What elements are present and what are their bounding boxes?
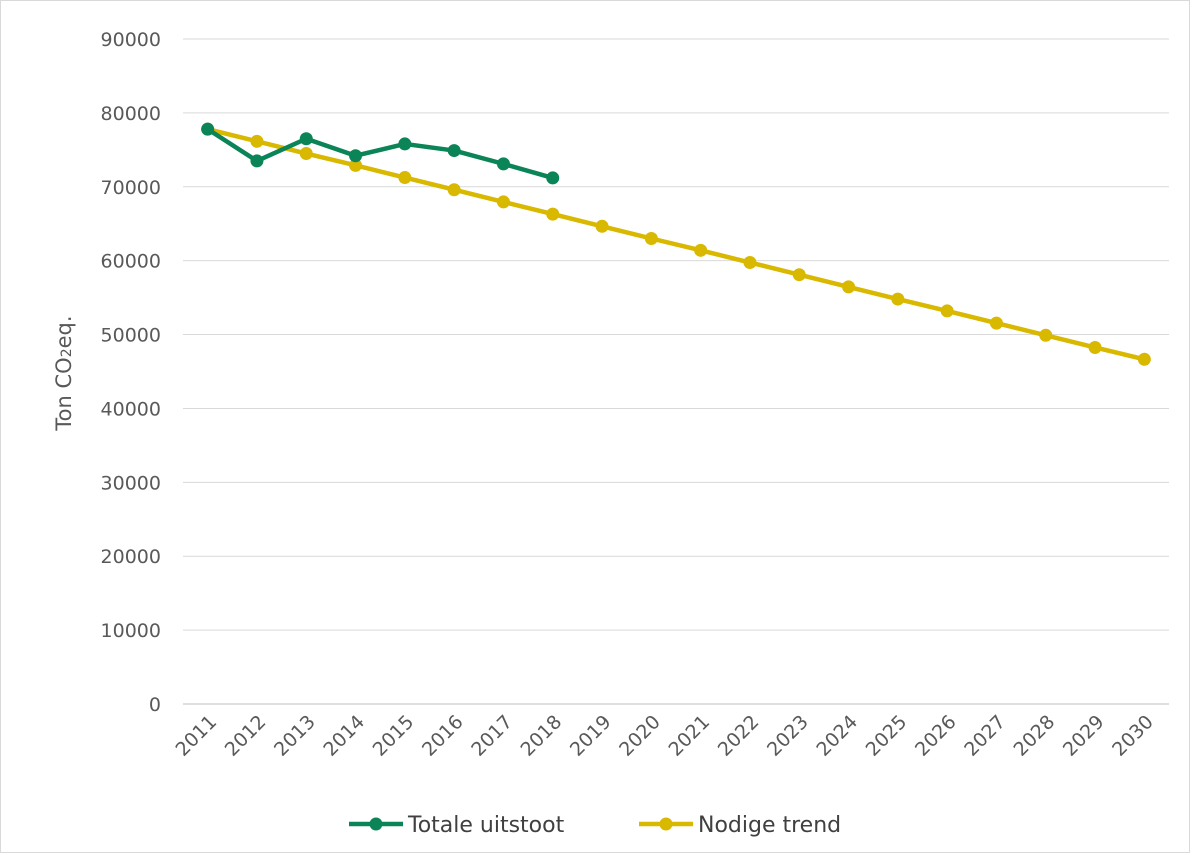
data-point (349, 158, 363, 172)
x-tick-label: 2011 (171, 711, 221, 761)
data-point (546, 171, 560, 185)
data-point (694, 243, 708, 257)
data-point (299, 132, 313, 146)
y-axis-title: Ton CO2eq. (52, 315, 76, 431)
x-tick-label: 2022 (714, 711, 764, 761)
x-tick-label: 2027 (960, 711, 1010, 761)
data-point (743, 256, 757, 270)
data-point (842, 280, 856, 294)
y-tick-label: 90000 (101, 29, 161, 51)
legend-swatch-marker (659, 817, 673, 831)
data-point (595, 219, 609, 233)
legend: Totale uitstoot Nodige trend (349, 813, 841, 838)
x-tick-label: 2016 (418, 711, 468, 761)
x-tick-label: 2019 (566, 711, 616, 761)
x-tick-label: 2015 (369, 711, 419, 761)
series-1 (201, 122, 1151, 366)
data-point (792, 268, 806, 282)
x-tick-label: 2026 (911, 711, 961, 761)
x-tick-label: 2012 (221, 711, 271, 761)
data-point (398, 171, 412, 185)
data-point (940, 304, 954, 318)
legend-label: Totale uitstoot (407, 813, 565, 838)
legend-item: Totale uitstoot (349, 813, 565, 838)
y-tick-label: 10000 (101, 620, 161, 642)
series-0 (201, 122, 560, 185)
series-line (205, 126, 555, 181)
x-tick-label: 2021 (664, 711, 714, 761)
series-line (205, 126, 1147, 362)
data-point (299, 147, 313, 161)
data-point (989, 316, 1003, 330)
x-tick-label: 2024 (812, 711, 862, 761)
data-point (1137, 352, 1151, 366)
x-tick-label: 2028 (1010, 711, 1060, 761)
y-tick-label: 20000 (101, 546, 161, 568)
x-tick-label: 2018 (517, 711, 567, 761)
series-lines (201, 122, 1151, 366)
y-axis-tick-labels: 0 10000 20000 30000 40000 50000 60000 70000 8000… (101, 29, 161, 716)
legend-label: Nodige trend (698, 813, 841, 838)
data-point (250, 154, 264, 168)
x-tick-label: 2029 (1059, 711, 1109, 761)
data-point (447, 183, 461, 197)
x-tick-label: 2023 (763, 711, 813, 761)
x-tick-label: 2020 (615, 711, 665, 761)
data-point (546, 207, 560, 221)
data-point (496, 157, 510, 171)
y-tick-label: 60000 (101, 251, 161, 273)
x-tick-label: 2014 (319, 711, 369, 761)
x-tick-label: 2013 (270, 711, 320, 761)
data-point (644, 232, 658, 245)
y-tick-label: 30000 (101, 472, 161, 494)
data-point (891, 292, 905, 306)
y-tick-label: 80000 (101, 103, 161, 125)
y-tick-label: 50000 (101, 325, 161, 347)
data-point (447, 144, 461, 158)
data-point (349, 149, 363, 163)
legend-item: Nodige trend (639, 813, 841, 838)
y-tick-label: 70000 (101, 177, 161, 199)
x-tick-label: 2030 (1108, 711, 1158, 761)
gridlines (183, 38, 1169, 705)
x-axis-tick-labels: 2011 2012 2013 2014 2015 2016 2017 2018 2019 2020… (171, 711, 1157, 761)
y-tick-label: 0 (149, 694, 161, 716)
data-point (201, 122, 215, 136)
data-point (1039, 328, 1053, 342)
legend-swatch-marker (369, 817, 383, 831)
data-point (250, 134, 264, 148)
data-point (496, 195, 510, 209)
data-point (1088, 340, 1102, 354)
y-tick-label: 40000 (101, 398, 161, 420)
data-point (398, 137, 412, 151)
x-tick-label: 2025 (862, 711, 912, 761)
x-tick-label: 2017 (467, 711, 517, 761)
